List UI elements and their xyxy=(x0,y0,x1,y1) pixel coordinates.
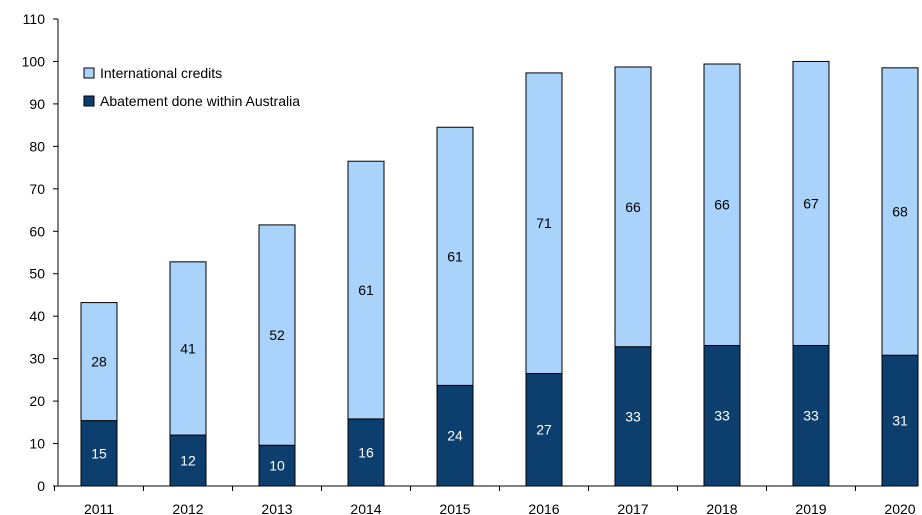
data-label: 12 xyxy=(180,453,196,469)
bar-segment-international xyxy=(703,63,741,346)
x-tick-label: 2018 xyxy=(706,501,737,515)
bar-segment-domestic xyxy=(525,372,563,487)
axes-group: 0 10 20 30 40 50 60 70 80 90 100 110 2011 2012 2013 201… xyxy=(22,11,918,515)
data-labels-group: 15 28 12 41 10 52 16 61 24 61 27 71 33 66 33 66 33 67 31 68 xyxy=(91,195,908,473)
data-label: 52 xyxy=(269,327,285,343)
legend-label: International credits xyxy=(100,65,222,81)
data-label: 67 xyxy=(803,195,819,211)
y-tick-label: 30 xyxy=(29,351,45,367)
bar-segment-domestic xyxy=(80,420,118,487)
data-label: 31 xyxy=(892,413,908,429)
bar-segment-international xyxy=(614,66,652,348)
data-label: 66 xyxy=(625,199,641,215)
data-label: 33 xyxy=(714,408,730,424)
y-tick-label: 10 xyxy=(29,436,45,452)
data-label: 61 xyxy=(447,248,463,264)
data-label: 61 xyxy=(358,282,374,298)
bar-segment-domestic xyxy=(792,344,830,487)
bar-segment-international xyxy=(258,224,296,446)
bar-segment-international xyxy=(525,72,563,374)
bar-segment-international xyxy=(80,302,118,422)
bar-segment-domestic xyxy=(881,354,919,487)
data-label: 27 xyxy=(536,422,552,438)
x-tick-label: 2014 xyxy=(350,501,381,515)
bars-group xyxy=(80,60,919,487)
x-tick-label: 2013 xyxy=(261,501,292,515)
x-tick-label: 2017 xyxy=(617,501,648,515)
x-tick-label: 2011 xyxy=(84,501,114,515)
y-tick-label: 0 xyxy=(37,478,45,494)
x-tick-label: 2015 xyxy=(439,501,470,515)
bar-segment-international xyxy=(169,261,207,436)
data-label: 41 xyxy=(180,340,196,356)
y-tick-label: 70 xyxy=(29,181,45,197)
data-label: 33 xyxy=(625,408,641,424)
y-tick-label: 110 xyxy=(23,11,46,27)
legend-label: Abatement done within Australia xyxy=(100,93,300,109)
legend: International credits Abatement done with… xyxy=(83,65,300,109)
data-label: 68 xyxy=(892,204,908,220)
data-label: 10 xyxy=(269,458,285,474)
data-label: 28 xyxy=(91,354,107,370)
bar-segment-international xyxy=(436,126,474,386)
bar-segment-international xyxy=(881,67,919,356)
y-tick-label: 40 xyxy=(29,308,45,324)
x-tick-label: 2020 xyxy=(884,501,915,515)
legend-swatch xyxy=(83,67,95,79)
x-tick-label: 2016 xyxy=(528,501,559,515)
data-label: 66 xyxy=(714,197,730,213)
bar-segment-international xyxy=(792,60,830,346)
y-tick-label: 90 xyxy=(29,96,45,112)
data-label: 16 xyxy=(358,444,374,460)
data-label: 33 xyxy=(803,408,819,424)
y-tick-label: 100 xyxy=(22,53,46,69)
legend-swatch xyxy=(83,95,95,107)
y-tick-label: 20 xyxy=(29,393,45,409)
y-tick-label: 80 xyxy=(29,138,45,154)
x-tick-label: 2012 xyxy=(172,501,203,515)
data-label: 15 xyxy=(91,445,107,461)
y-tick-label: 60 xyxy=(29,223,45,239)
x-tick-label: 2019 xyxy=(795,501,826,515)
data-label: 71 xyxy=(536,215,552,231)
bar-segment-international xyxy=(347,160,385,420)
y-tick-label: 50 xyxy=(29,266,45,282)
data-label: 24 xyxy=(447,428,463,444)
